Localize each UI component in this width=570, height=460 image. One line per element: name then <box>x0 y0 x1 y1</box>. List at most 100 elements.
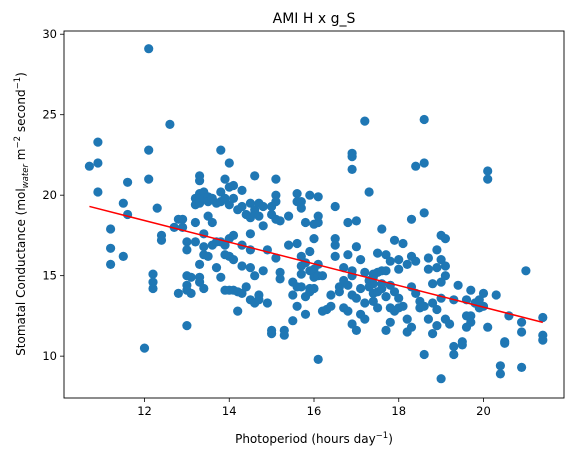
data-point <box>233 306 243 316</box>
x-ticks: 12 14 16 18 20 <box>137 398 491 418</box>
data-point <box>118 251 128 261</box>
data-point <box>245 263 255 273</box>
data-point <box>330 251 340 261</box>
data-point <box>152 203 162 213</box>
data-point <box>368 296 378 306</box>
data-point <box>457 340 467 350</box>
data-point <box>377 224 387 234</box>
data-point <box>419 208 429 218</box>
data-point <box>478 301 489 311</box>
data-point <box>360 314 370 324</box>
data-point <box>309 283 319 294</box>
data-point <box>275 267 285 277</box>
data-point <box>351 293 361 303</box>
data-point <box>423 264 433 274</box>
data-point <box>216 145 226 155</box>
data-point <box>423 253 433 263</box>
data-point <box>330 234 340 244</box>
data-point <box>347 148 357 158</box>
data-point <box>440 234 450 244</box>
x-tick-label: 12 <box>137 404 152 418</box>
data-point <box>483 166 493 176</box>
data-point <box>381 292 391 302</box>
data-point <box>428 329 438 339</box>
x-tick-label: 20 <box>476 404 491 418</box>
data-point <box>139 343 150 353</box>
fit-layer <box>89 205 543 324</box>
data-point <box>394 293 404 303</box>
data-point <box>343 280 353 290</box>
data-point <box>292 189 302 199</box>
data-point <box>258 266 268 276</box>
data-point <box>258 201 268 212</box>
data-point <box>279 330 289 340</box>
data-point <box>377 283 387 294</box>
data-point <box>271 174 281 184</box>
data-point <box>296 197 306 207</box>
data-point <box>419 301 429 311</box>
data-point <box>343 306 353 316</box>
data-point <box>356 283 366 294</box>
data-point <box>258 221 268 231</box>
data-point <box>428 279 438 289</box>
data-point <box>144 174 154 184</box>
data-point <box>228 180 239 191</box>
data-point <box>394 264 404 274</box>
data-point <box>123 177 133 187</box>
data-point <box>381 266 391 276</box>
data-point <box>373 303 383 313</box>
data-point <box>313 354 323 364</box>
data-point <box>368 279 378 289</box>
data-point <box>254 211 264 221</box>
data-point <box>203 251 213 261</box>
data-point <box>351 242 361 252</box>
data-point <box>517 317 527 327</box>
data-point <box>428 298 438 308</box>
data-point <box>411 161 421 171</box>
x-tick-label: 16 <box>307 404 322 418</box>
plot-frame <box>63 30 565 399</box>
data-point <box>317 271 328 281</box>
data-point <box>360 298 370 308</box>
data-point <box>419 114 429 125</box>
data-point <box>466 311 476 321</box>
data-point <box>186 288 196 298</box>
data-point <box>250 171 260 181</box>
data-point <box>432 304 442 315</box>
data-point <box>106 259 116 269</box>
data-point <box>275 274 285 284</box>
data-point <box>237 288 247 298</box>
data-point <box>173 288 183 298</box>
data-point <box>381 250 391 260</box>
data-point <box>144 44 154 54</box>
data-point <box>466 285 476 295</box>
data-point <box>305 190 315 200</box>
data-point <box>288 316 298 326</box>
y-tick-label: 10 <box>42 349 57 363</box>
data-point <box>199 283 209 294</box>
data-point <box>491 290 501 300</box>
data-point <box>245 229 255 239</box>
data-point <box>453 280 463 290</box>
data-point <box>449 341 459 352</box>
data-point <box>284 240 294 250</box>
data-point <box>106 243 116 253</box>
data-point <box>292 301 302 311</box>
data-point <box>432 263 442 273</box>
data-point <box>300 309 311 319</box>
data-point <box>517 362 527 372</box>
data-point <box>483 174 493 184</box>
data-point <box>118 198 128 208</box>
data-point <box>313 217 323 228</box>
data-point <box>398 301 408 311</box>
data-point <box>211 263 222 273</box>
data-point <box>330 201 340 212</box>
data-point <box>406 214 417 224</box>
data-point <box>419 349 429 360</box>
data-point <box>521 266 531 276</box>
data-point <box>207 217 217 228</box>
data-point <box>228 193 239 203</box>
data-point <box>190 217 200 228</box>
data-point <box>220 174 230 184</box>
